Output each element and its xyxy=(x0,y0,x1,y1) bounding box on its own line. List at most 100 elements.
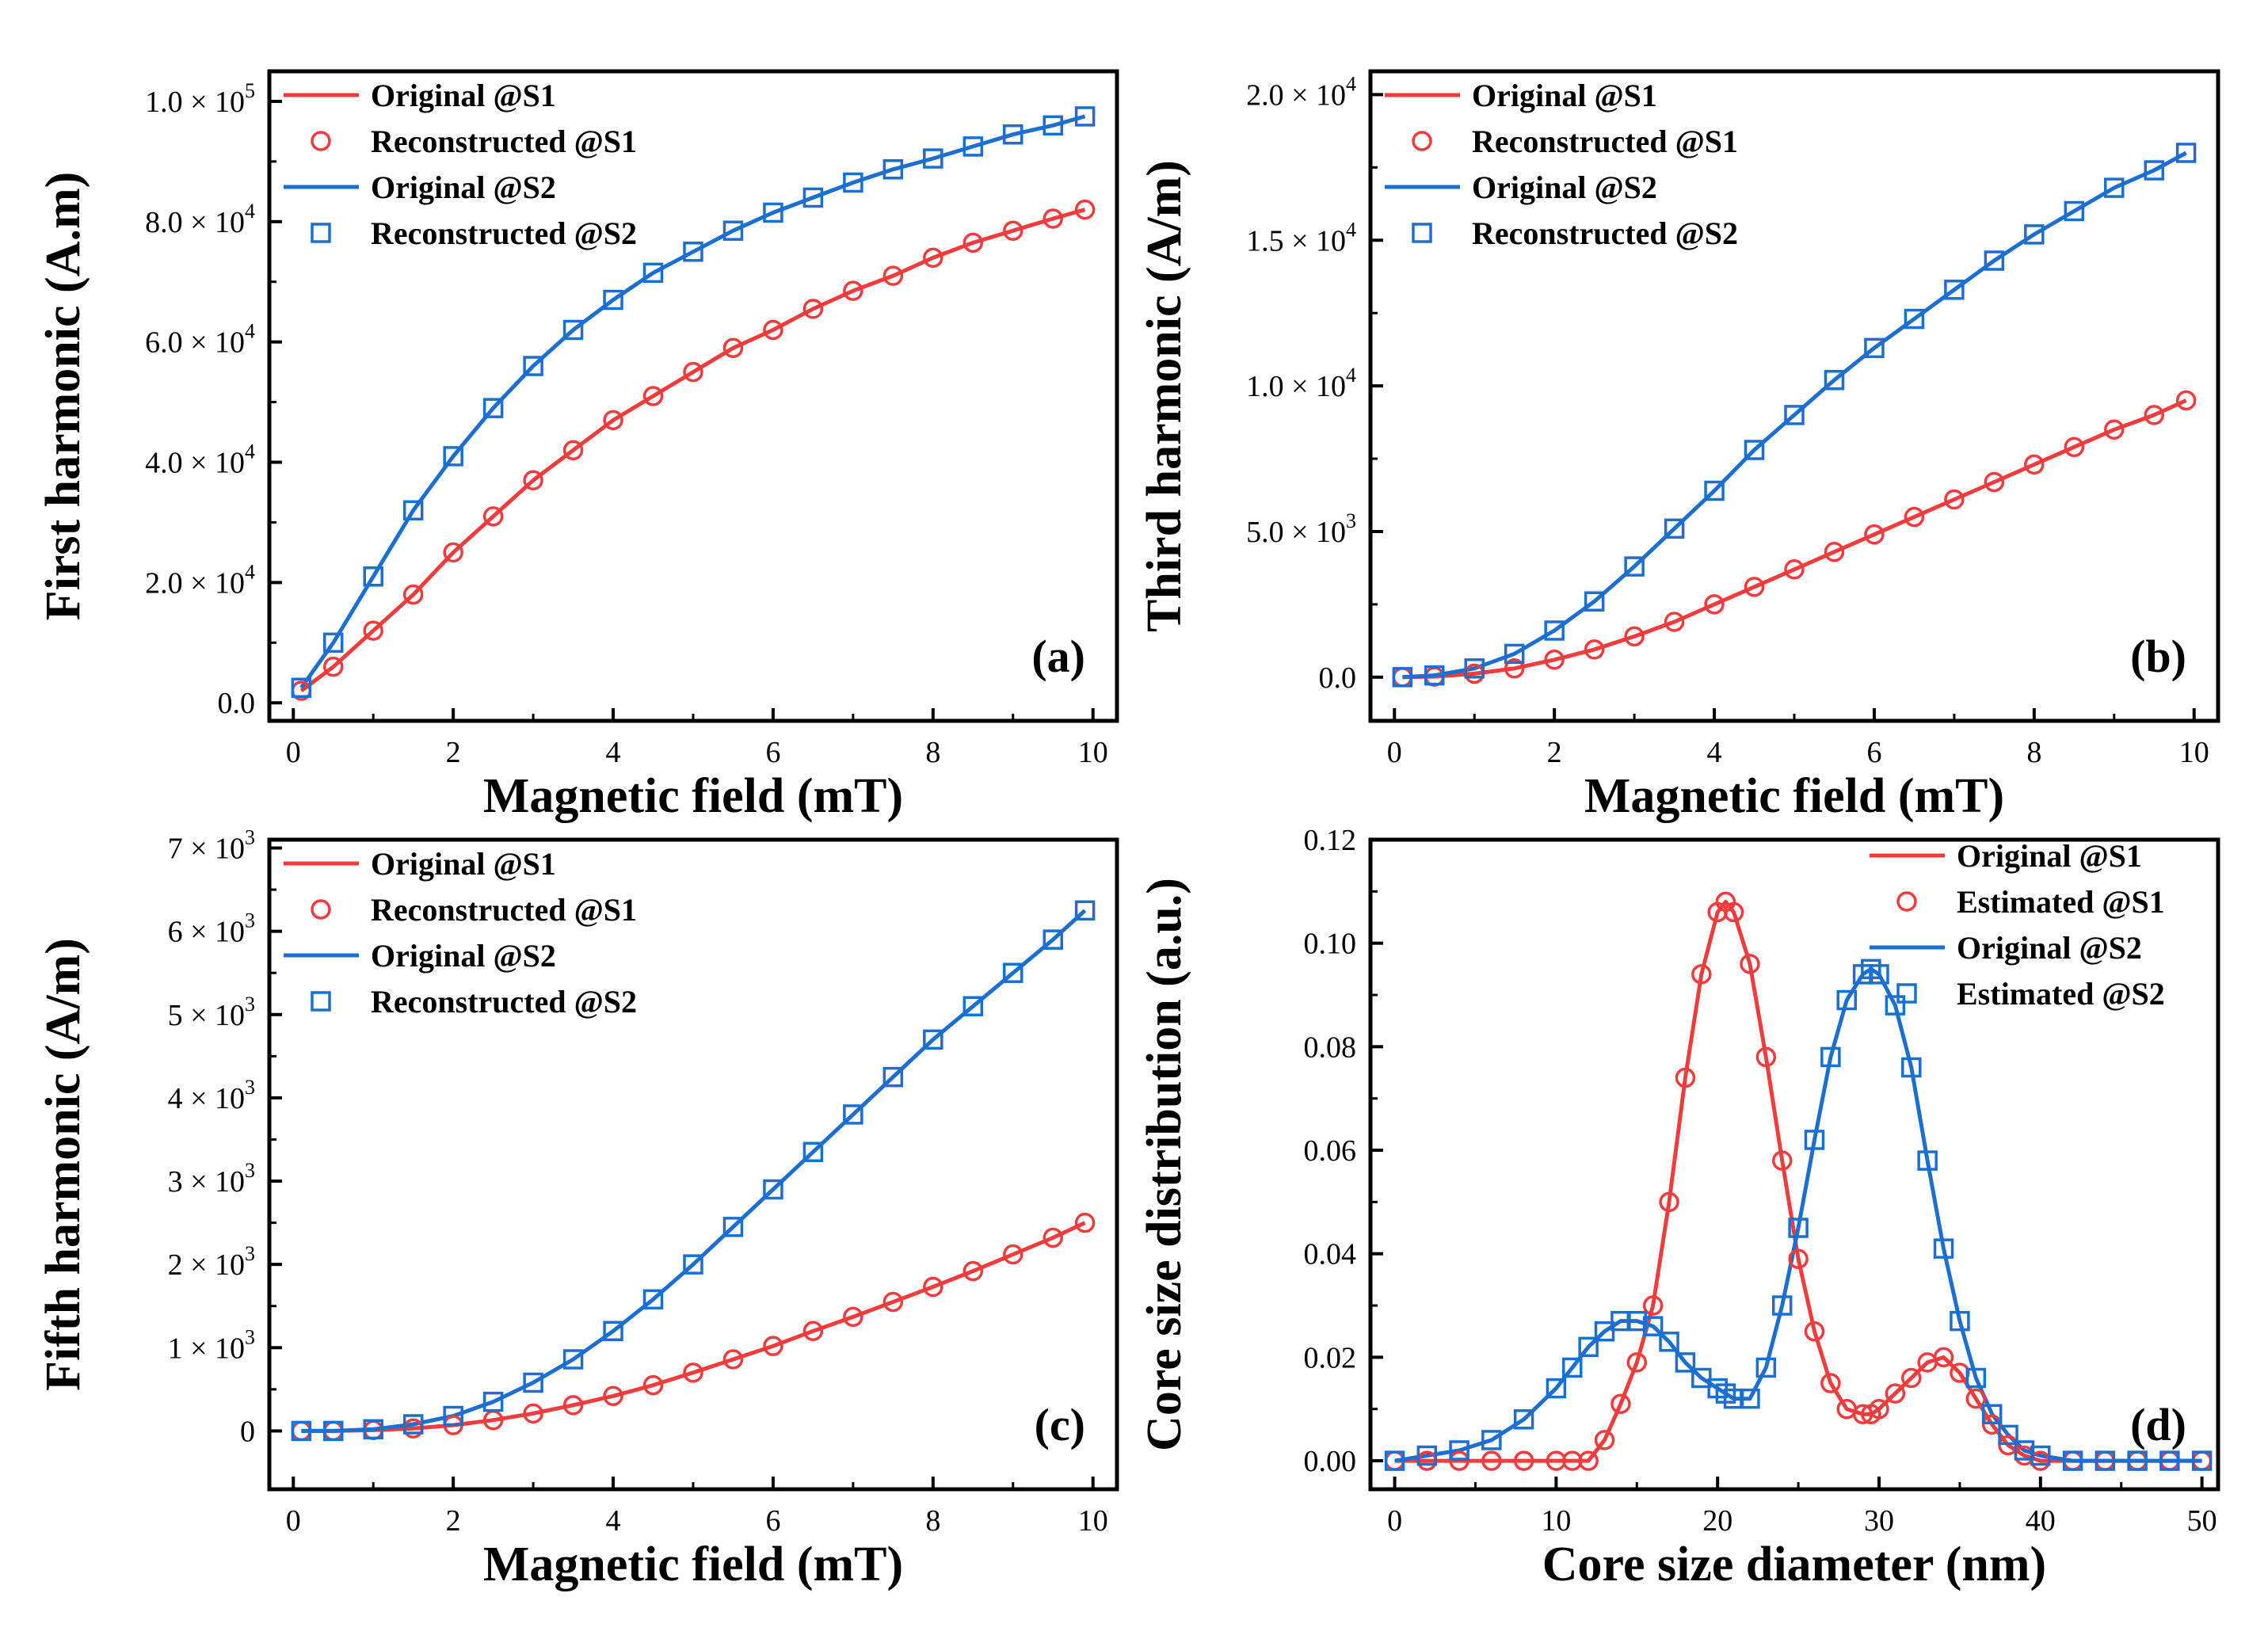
data-point-square xyxy=(1003,124,1023,145)
data-point-circle xyxy=(1449,1450,1469,1471)
data-point-square xyxy=(402,1414,424,1435)
y-tick-mantissa: 7 xyxy=(168,833,183,866)
data-point-square xyxy=(1074,900,1096,921)
data-point-circle xyxy=(1864,524,1885,545)
y-tick-mantissa: 2 xyxy=(168,1248,183,1282)
data-point-circle xyxy=(843,1306,863,1328)
data-point-square xyxy=(1504,643,1525,665)
y-tick-label: 1.0 × 105 xyxy=(145,79,255,119)
data-point-circle xyxy=(2104,419,2125,440)
data-point-circle xyxy=(402,584,424,605)
data-point-circle xyxy=(523,1403,543,1424)
data-point-circle xyxy=(1901,1367,1922,1389)
data-point-square xyxy=(1384,1450,1405,1471)
y-tick-label: 0.12 xyxy=(1304,824,1357,857)
x-tick-label: 0 xyxy=(286,1504,301,1538)
data-point-circle xyxy=(923,247,943,269)
data-point-circle xyxy=(1965,1388,1987,1409)
y-tick-label: 0.10 xyxy=(1304,928,1357,961)
data-point-square xyxy=(642,1289,664,1310)
data-point-circle xyxy=(683,361,703,383)
data-point-circle xyxy=(722,337,744,359)
data-point-square xyxy=(1624,556,1645,577)
data-point-circle xyxy=(1659,1191,1679,1213)
y-tick-label: 2.0 × 104 xyxy=(145,560,255,600)
legend-label: Original @S2 xyxy=(371,170,556,205)
y-tick-times: × 10 xyxy=(183,1082,245,1115)
chart-panel-d: 0 10 20 30 40 50 0.00 0.02 0.04 0.06 0.08 0.10 0.12 C… xyxy=(1138,824,2220,1591)
y-tick-exponent: 3 xyxy=(245,909,255,932)
y-tick-label: 1.5 × 104 xyxy=(1246,218,1356,257)
data-point-circle xyxy=(1584,639,1605,660)
data-point-square xyxy=(1904,308,1925,330)
data-point-square xyxy=(1755,1357,1777,1378)
y-tick-label: 0.0 xyxy=(1319,661,1357,695)
data-point-square xyxy=(1675,1352,1696,1373)
x-tick-label: 4 xyxy=(606,736,621,769)
y-tick-exponent: 4 xyxy=(1346,364,1356,387)
legend: Original @S1 Reconstructed @S1 Original @S… xyxy=(284,78,637,251)
data-point-square xyxy=(1981,1404,2003,1425)
series-line-original-s1 xyxy=(299,208,1086,693)
y-tick-exponent: 4 xyxy=(245,320,255,343)
data-point-square xyxy=(1544,620,1565,641)
x-tick-label: 6 xyxy=(765,1504,780,1538)
data-point-square xyxy=(1869,964,1889,985)
data-point-circle xyxy=(1578,1450,1599,1471)
x-tick-label: 4 xyxy=(606,1504,621,1538)
data-point-square xyxy=(363,566,383,587)
x-axis-title: Magnetic field (mT) xyxy=(483,769,903,823)
data-point-square xyxy=(1984,250,2005,271)
y-tick-label: 0.04 xyxy=(1304,1238,1357,1271)
data-point-square xyxy=(1944,280,1965,300)
data-point-circle xyxy=(1626,1352,1648,1373)
x-tick-label: 50 xyxy=(2187,1504,2217,1538)
x-tick-label: 0 xyxy=(286,736,301,769)
data-point-square xyxy=(1043,929,1063,950)
data-point-square xyxy=(1804,1130,1825,1150)
data-point-square xyxy=(1392,667,1413,688)
data-point-square xyxy=(802,1141,824,1162)
legend-square-swatch xyxy=(311,991,331,1012)
x-tick-label: 20 xyxy=(1702,1504,1732,1538)
x-tick-label: 10 xyxy=(1078,736,1108,769)
y-tick-mantissa: 1.5 xyxy=(1246,224,1284,257)
legend-label: Reconstructed @S1 xyxy=(371,124,637,159)
data-point-square xyxy=(1043,115,1063,136)
data-point-square xyxy=(443,446,463,467)
y-tick-times: × 10 xyxy=(1284,516,1346,549)
data-point-square xyxy=(1885,995,1906,1016)
data-point-circle xyxy=(1544,650,1565,670)
data-point-circle xyxy=(642,386,664,406)
data-point-square xyxy=(1998,1424,2018,1446)
series-line-original-s2 xyxy=(1402,151,2187,680)
legend-label: Reconstructed @S2 xyxy=(1472,215,1738,251)
x-tick-label: 40 xyxy=(2026,1504,2056,1538)
data-point-square xyxy=(1788,1218,1809,1238)
data-point-square xyxy=(323,1420,344,1442)
x-tick-label: 8 xyxy=(925,736,940,769)
data-point-square xyxy=(2127,1450,2148,1471)
data-point-circle xyxy=(1642,1295,1664,1316)
y-tick-label: 1 × 103 xyxy=(168,1325,255,1365)
data-point-square xyxy=(2030,1445,2051,1466)
data-point-square xyxy=(523,1372,543,1393)
data-point-square xyxy=(1933,1238,1954,1259)
data-point-circle xyxy=(1788,1248,1809,1269)
data-point-circle xyxy=(482,506,504,527)
x-axis-title: Magnetic field (mT) xyxy=(1584,769,2004,823)
legend-label: Original @S1 xyxy=(1957,838,2142,874)
plot-frame xyxy=(1368,69,2220,723)
legend-circle-swatch xyxy=(311,899,331,920)
data-point-square xyxy=(1074,106,1096,127)
legend-circle-swatch xyxy=(1896,891,1917,912)
x-tick-label: 10 xyxy=(2179,736,2209,769)
y-tick-mantissa: 8.0 xyxy=(145,206,183,239)
legend-square-swatch xyxy=(1412,223,1432,243)
y-tick-times: × 10 xyxy=(183,999,245,1032)
y-tick-label: 6.0 × 104 xyxy=(145,320,255,360)
y-tick-label: 4.0 × 104 xyxy=(145,440,255,480)
y-axis-title: Core size distribution (a.u.) xyxy=(1138,878,1191,1451)
